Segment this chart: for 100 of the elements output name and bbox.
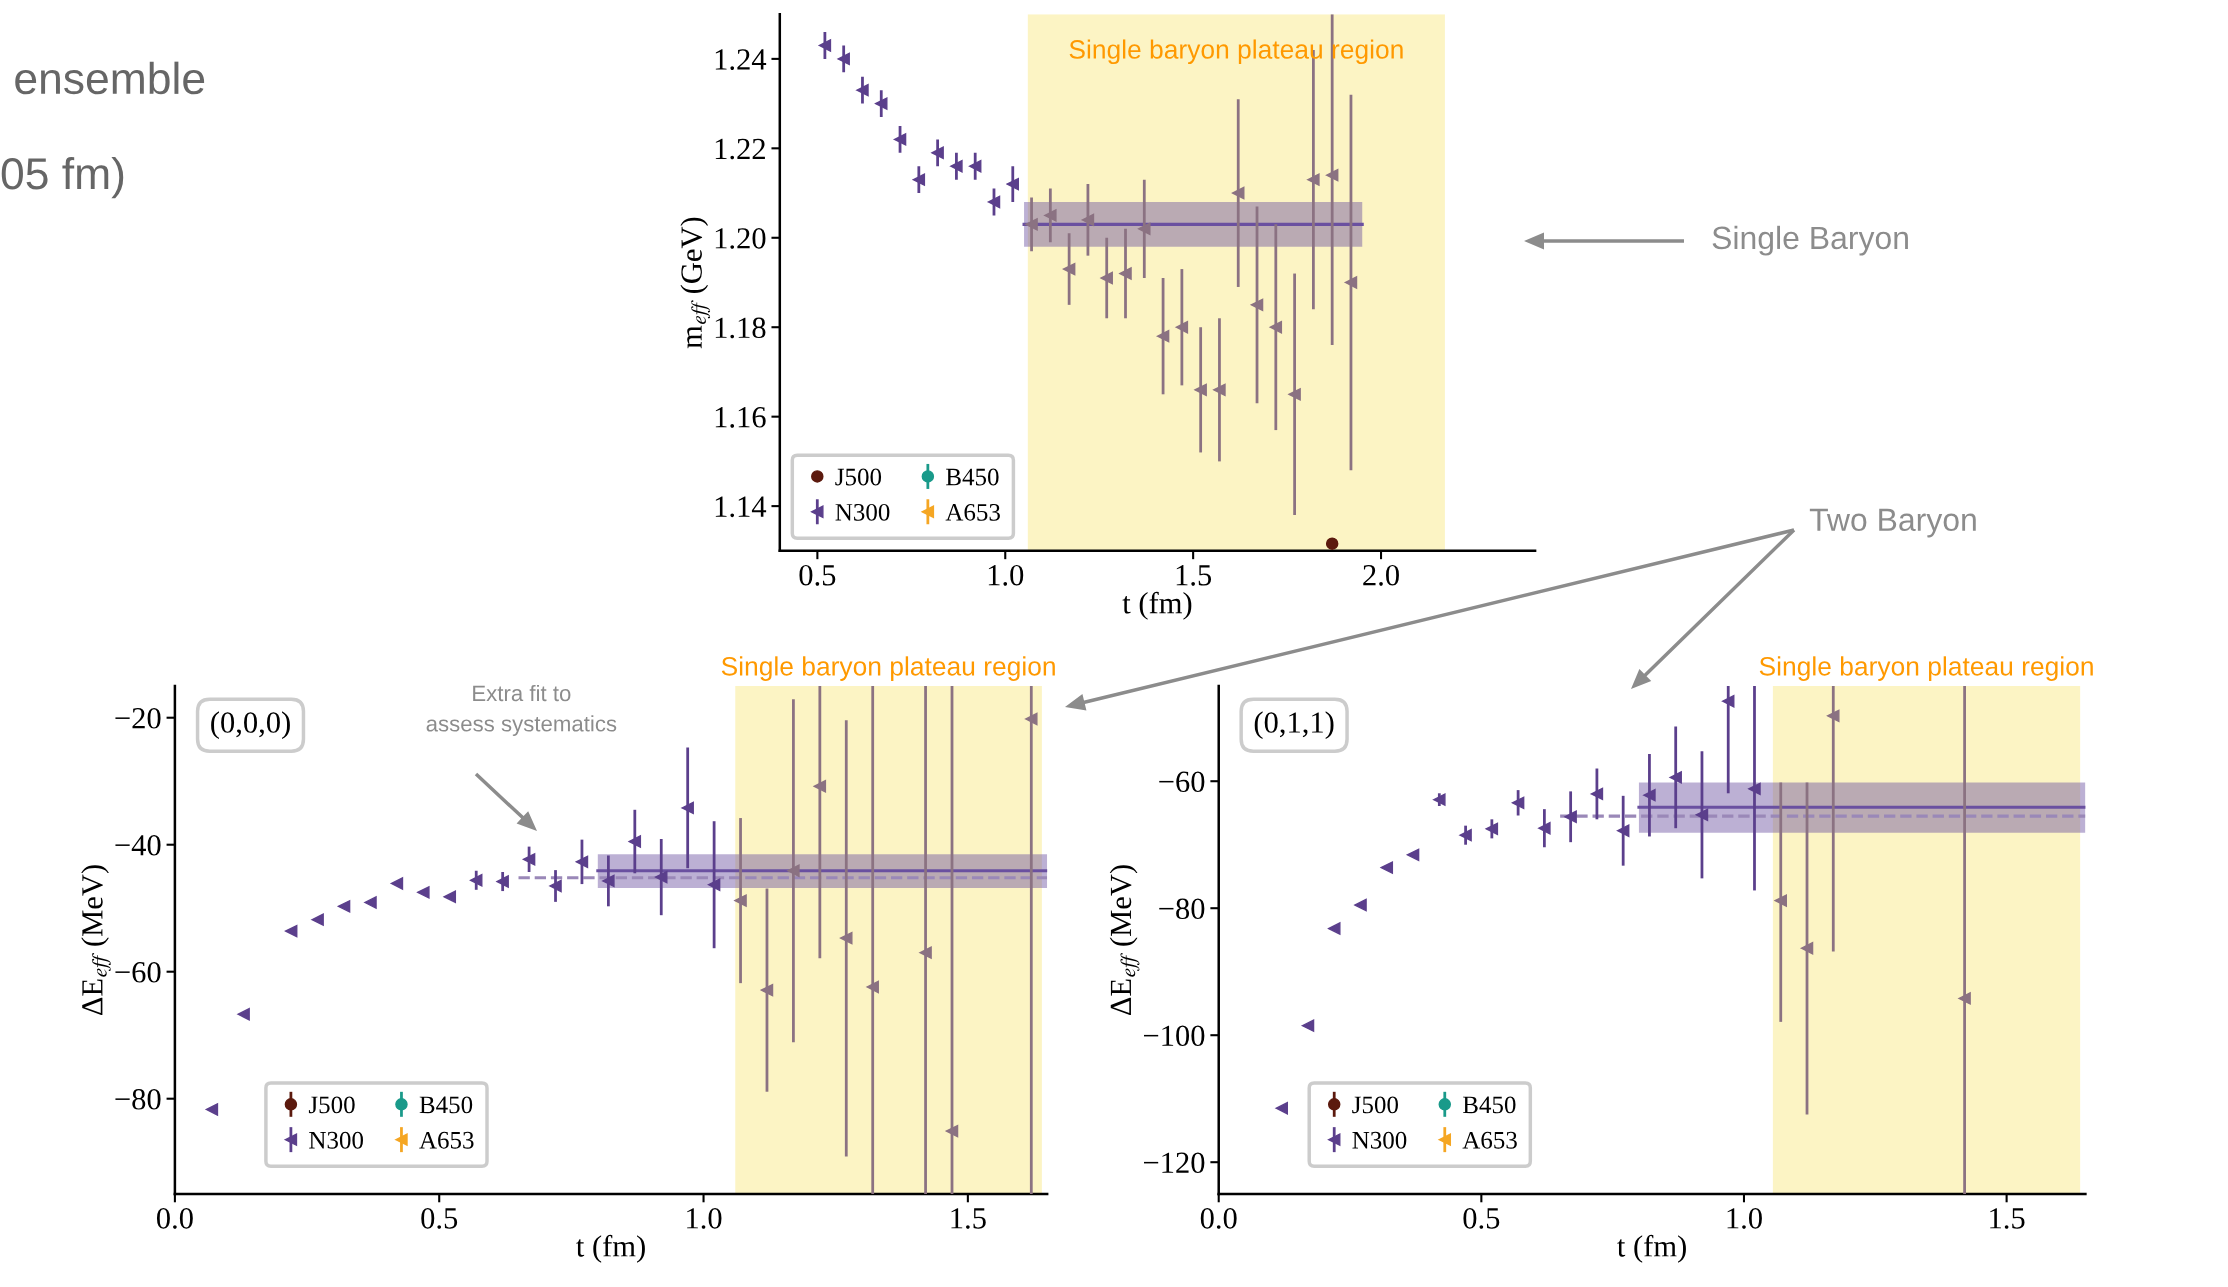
point xyxy=(1774,894,1788,907)
point xyxy=(1590,787,1604,801)
legend-label: N300 xyxy=(309,1131,363,1149)
point xyxy=(707,878,721,891)
point xyxy=(1269,320,1283,334)
text: ensemble xyxy=(15,61,205,95)
x-axis-title: t (fm) xyxy=(576,1234,645,1263)
point xyxy=(1433,793,1446,806)
point xyxy=(1213,383,1226,397)
point xyxy=(987,195,1001,209)
point xyxy=(443,890,457,904)
point xyxy=(1669,771,1682,784)
legend-label: A653 xyxy=(1462,1131,1517,1149)
point xyxy=(1301,1019,1315,1032)
point xyxy=(1325,168,1339,182)
x-tick-label: 1.5 xyxy=(1990,1208,2025,1229)
point xyxy=(1800,941,1814,955)
point xyxy=(654,870,668,884)
legend-label: J500 xyxy=(835,468,882,486)
point xyxy=(1748,782,1761,796)
x-tick-label: 0.5 xyxy=(799,564,836,586)
text: Single Baryon xyxy=(1712,225,1908,256)
point xyxy=(1459,828,1472,842)
point xyxy=(1100,271,1113,285)
legend-label: B450 xyxy=(946,468,999,486)
point xyxy=(1695,808,1709,822)
y-tick-label: 1.24 xyxy=(715,49,767,70)
point xyxy=(813,780,827,793)
point xyxy=(856,83,869,97)
y-tick-label: −80 xyxy=(115,1088,161,1110)
band-label: Single baryon plateau region xyxy=(721,656,1055,681)
point xyxy=(522,853,536,866)
point xyxy=(237,1008,250,1021)
x-tick-label: 0.0 xyxy=(1200,1208,1237,1229)
y-tick-label: 1.20 xyxy=(715,228,766,249)
point xyxy=(912,173,926,186)
point xyxy=(1044,209,1057,222)
point xyxy=(1250,298,1264,312)
point xyxy=(1175,320,1189,334)
y-axis-title: ΔE$_{eff}$ (MeV) xyxy=(81,865,111,1016)
point xyxy=(950,159,963,173)
legend-label: J500 xyxy=(1352,1096,1398,1114)
point xyxy=(1406,848,1420,862)
point xyxy=(787,864,800,877)
point xyxy=(931,146,944,160)
point xyxy=(968,159,982,173)
x-tick-label: 2.0 xyxy=(1363,564,1399,586)
y-tick-label: 1.16 xyxy=(715,407,766,428)
point xyxy=(1721,694,1735,708)
x-tick-label: 1.0 xyxy=(687,1208,722,1229)
x-tick-label: 1.5 xyxy=(951,1208,986,1229)
y-tick-label: −60 xyxy=(1159,771,1205,793)
point xyxy=(1138,222,1151,236)
point xyxy=(945,1124,959,1138)
y-axis-title: ΔE$_{eff}$ (MeV) xyxy=(1109,865,1140,1016)
point xyxy=(1194,383,1207,397)
point xyxy=(818,39,832,52)
x-tick-label: 1.0 xyxy=(988,564,1024,586)
point xyxy=(866,980,879,994)
point xyxy=(1344,276,1358,289)
point xyxy=(760,983,774,997)
point xyxy=(1538,821,1551,835)
legend-label: B450 xyxy=(419,1096,473,1114)
legend-label: A653 xyxy=(419,1131,474,1149)
point xyxy=(1275,1101,1288,1115)
y-tick-label: 1.18 xyxy=(715,317,766,339)
y-tick-label: 1.22 xyxy=(715,138,765,160)
point xyxy=(205,1103,219,1116)
legend-label: B450 xyxy=(1462,1096,1516,1114)
point xyxy=(1288,388,1301,401)
point xyxy=(1231,186,1245,200)
point xyxy=(1325,537,1339,550)
x-tick-label: 0.0 xyxy=(156,1208,193,1229)
x-axis-title: t (fm) xyxy=(1617,1234,1686,1263)
point xyxy=(1643,788,1656,802)
point xyxy=(1156,329,1170,343)
point xyxy=(1380,861,1394,874)
x-tick-label: 0.5 xyxy=(1463,1208,1500,1229)
point xyxy=(1081,213,1095,227)
point xyxy=(417,886,430,899)
text: Two Baryon xyxy=(1809,508,1976,538)
point xyxy=(875,97,888,110)
x-tick-label: 1.5 xyxy=(1176,565,1212,586)
point xyxy=(837,52,850,66)
x-tick-label: 1.0 xyxy=(1727,1208,1762,1229)
x-tick-label: 0.5 xyxy=(421,1208,458,1229)
y-tick-label: −80 xyxy=(1159,898,1205,920)
y-tick-label: −100 xyxy=(1143,1025,1205,1047)
legend-label: A653 xyxy=(945,503,1000,521)
text: 05 fm) xyxy=(1,156,124,199)
legend-label: N300 xyxy=(835,503,890,521)
point xyxy=(734,894,747,907)
point xyxy=(469,874,483,887)
point xyxy=(1354,898,1367,912)
point xyxy=(919,946,932,959)
band-label: Single baryon plateau region xyxy=(1759,656,2093,681)
point xyxy=(1025,712,1038,726)
point xyxy=(602,874,615,888)
point xyxy=(1564,810,1577,824)
annotation: (0,1,1) xyxy=(1254,711,1334,740)
